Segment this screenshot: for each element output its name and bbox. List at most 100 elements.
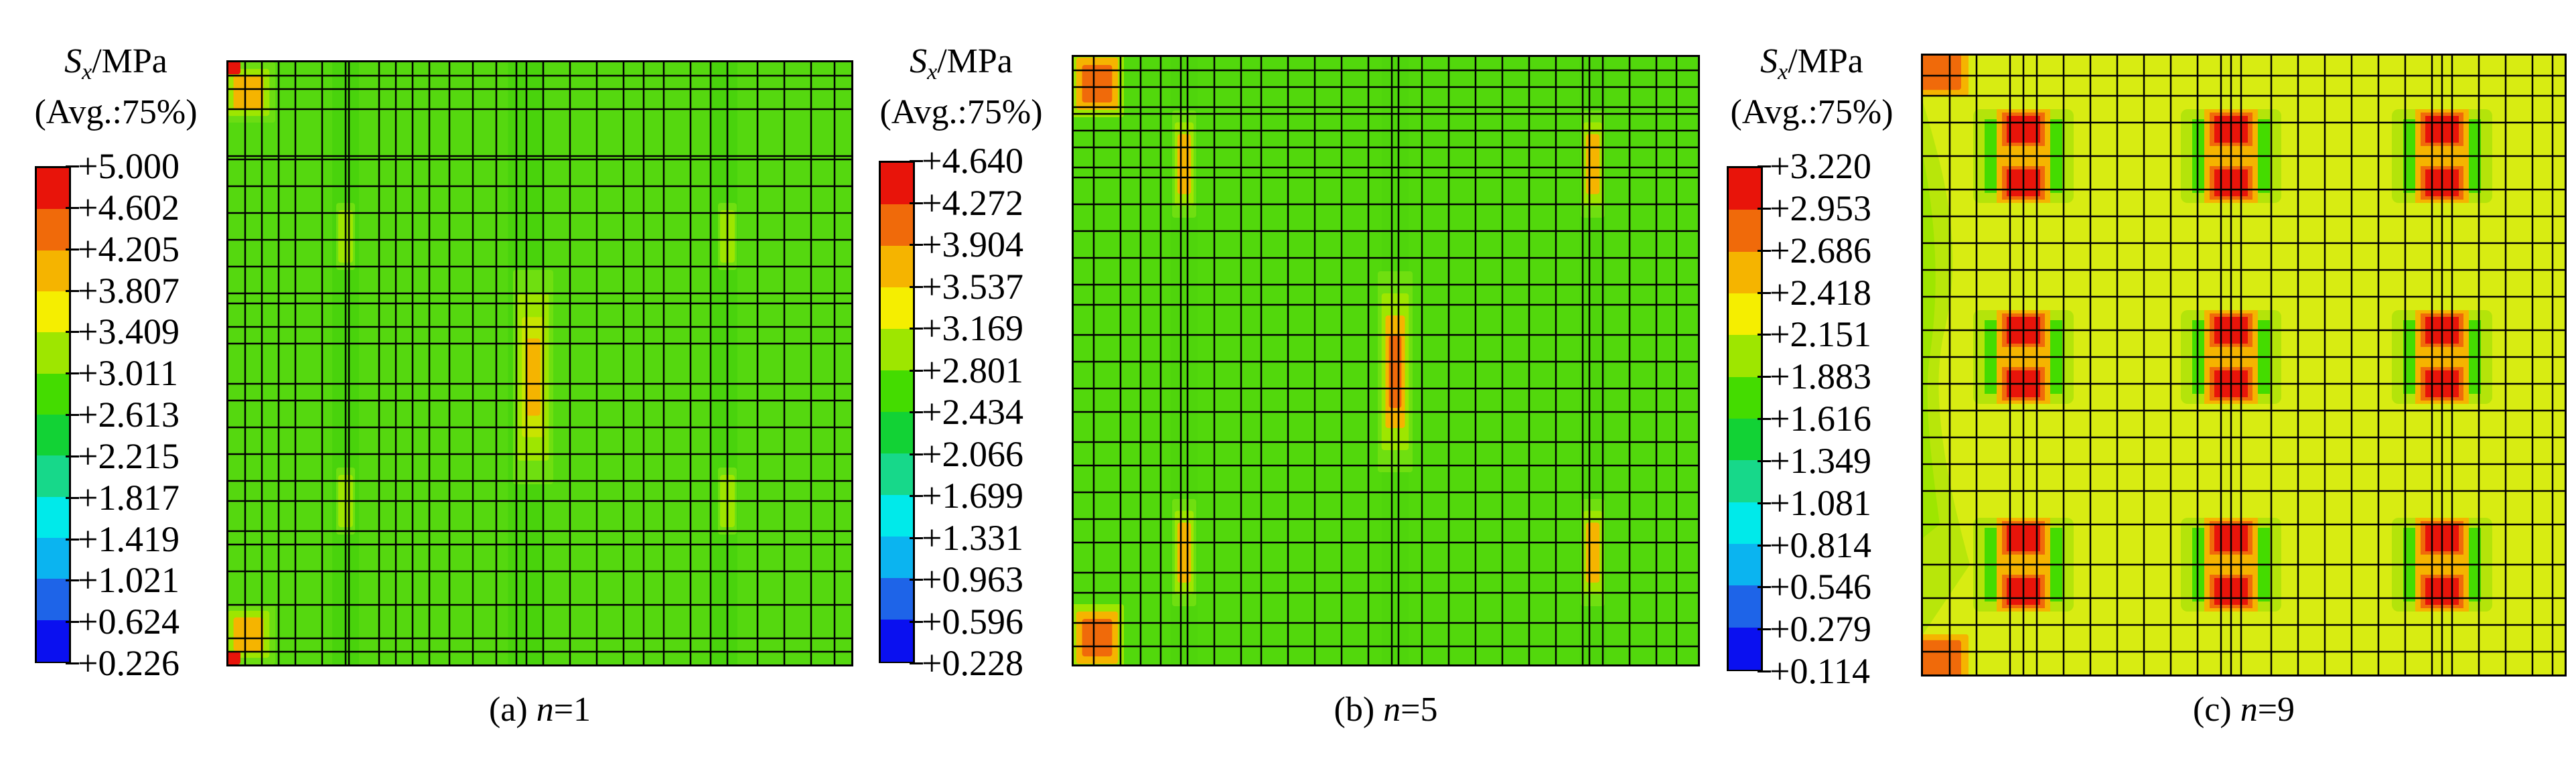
legend-ticks: +5.000 +4.602 +4.205 +3.807 +3.409 +3.011 +2.6…	[35, 148, 229, 681]
legend-value-label: +0.814	[1770, 524, 1871, 565]
color-legend-bar	[1727, 166, 1763, 671]
stress-band	[711, 62, 737, 664]
legend-tick	[1758, 376, 1771, 378]
legend-value-label: +1.883	[1770, 356, 1871, 397]
stress-concentration	[1388, 336, 1402, 408]
legend-value-label: +0.963	[922, 559, 1023, 599]
legend-tick	[1758, 628, 1771, 631]
legend-ticks: +4.640 +4.272 +3.904 +3.537 +3.169 +2.801 +2.4…	[879, 143, 1073, 681]
legend-swatch	[37, 373, 69, 416]
legend-tick	[1758, 165, 1771, 167]
stress-concentration	[1585, 522, 1600, 583]
legend-value-label: +5.000	[78, 146, 180, 186]
legend-tick	[1758, 544, 1771, 547]
legend-value-label: +3.904	[922, 224, 1023, 265]
legend-tick	[66, 538, 79, 541]
legend-swatch	[37, 620, 69, 662]
legend-value-label: +2.686	[1770, 230, 1871, 271]
legend-value-label: +4.602	[78, 187, 180, 228]
color-legend-bar	[35, 166, 71, 663]
legend-value-label: +2.801	[922, 350, 1023, 390]
legend-tick	[1758, 418, 1771, 420]
legend-tick	[910, 579, 923, 581]
legend-value-label: +4.640	[922, 141, 1023, 181]
legend-tick	[910, 285, 923, 288]
legend-value-label: +0.114	[1770, 651, 1870, 691]
legend-swatch	[1729, 293, 1761, 336]
legend-swatch	[1729, 335, 1761, 378]
legend-swatch	[1729, 168, 1761, 211]
legend-tick	[1758, 249, 1771, 252]
color-legend-bar	[879, 161, 915, 663]
legend-value-label: +2.418	[1770, 272, 1871, 313]
legend-swatch	[37, 579, 69, 622]
stress-concentration	[228, 62, 240, 74]
stress-concentration	[233, 75, 264, 110]
legend-tick	[66, 289, 79, 292]
legend-value-label: +2.613	[78, 395, 180, 435]
legend-value-label: +0.596	[922, 601, 1023, 642]
stress-concentration	[526, 338, 541, 416]
legend-value-label: +0.624	[78, 601, 180, 642]
legend-tick	[910, 160, 923, 162]
legend-value-label: +3.807	[78, 270, 180, 311]
legend-swatch	[37, 250, 69, 293]
legend-ticks: +3.220 +2.953 +2.686 +2.418 +2.151 +1.883 +1.6…	[1727, 148, 1921, 689]
stress-concentration	[1923, 56, 1961, 90]
stress-concentration	[1585, 134, 1600, 194]
legend-value-label: +2.953	[1770, 188, 1871, 228]
legend-tick	[910, 495, 923, 497]
legend-value-label: +1.616	[1770, 399, 1871, 439]
legend-swatch	[37, 209, 69, 252]
stress-concentration	[1082, 65, 1113, 102]
legend-tick	[66, 621, 79, 624]
legend-swatch	[881, 287, 913, 330]
legend-value-label: +2.151	[1770, 314, 1871, 355]
legend-tick	[910, 620, 923, 623]
legend-value-label: +3.011	[78, 353, 178, 394]
legend-swatch	[37, 332, 69, 375]
legend-swatch	[37, 455, 69, 498]
stress-concentration	[233, 617, 264, 652]
legend-value-label: +1.021	[78, 560, 180, 601]
legend-swatch	[1729, 419, 1761, 461]
legend-tick	[66, 662, 79, 664]
legend-value-label: +1.817	[78, 477, 180, 518]
legend-swatch	[881, 578, 913, 621]
legend-swatch	[1729, 251, 1761, 295]
panel-c: Sx/MPa (Avg.:75%) +3.220 +2.953 +2.686 +2.4…	[1701, 0, 2576, 783]
legend-tick	[1758, 207, 1771, 210]
legend-value-label: +3.537	[922, 266, 1023, 307]
legend-swatch	[37, 291, 69, 334]
caption: (a) n=1	[488, 691, 591, 729]
legend-swatch	[37, 496, 69, 539]
legend-swatch	[881, 453, 913, 496]
legend-swatch	[1729, 376, 1761, 420]
legend-swatch	[37, 168, 69, 210]
legend-value-label: +0.226	[78, 643, 180, 683]
legend-tick	[66, 248, 79, 251]
legend-title: Sx/MPa (Avg.:75%)	[34, 42, 198, 131]
legend-swatch	[881, 246, 913, 289]
legend-value-label: +1.699	[922, 476, 1023, 516]
legend-value-label: +1.081	[1770, 482, 1871, 523]
stress-contour-plot	[1921, 54, 2567, 677]
legend-swatch	[1729, 544, 1761, 587]
legend-swatch	[37, 415, 69, 457]
legend-tick	[1758, 334, 1771, 336]
legend-value-label: +0.279	[1770, 609, 1871, 650]
stress-contour-plot	[1072, 55, 1700, 666]
panel-b: Sx/MPa (Avg.:75%) +4.640 +4.272 +3.904 +3.5…	[851, 0, 1715, 783]
legend-tick	[910, 202, 923, 204]
stress-contour-plot	[226, 60, 853, 666]
legend-tick	[910, 662, 923, 664]
legend-swatch	[1729, 460, 1761, 504]
legend-value-label: +3.409	[78, 311, 180, 352]
caption: (c) n=9	[2192, 691, 2295, 729]
legend-title: Sx/MPa (Avg.:75%)	[1730, 42, 1893, 131]
legend-tick	[66, 414, 79, 416]
legend-value-label: +2.066	[922, 433, 1023, 474]
legend-swatch	[881, 163, 913, 206]
legend-tick	[1758, 670, 1771, 672]
caption: (b) n=5	[1334, 691, 1438, 729]
